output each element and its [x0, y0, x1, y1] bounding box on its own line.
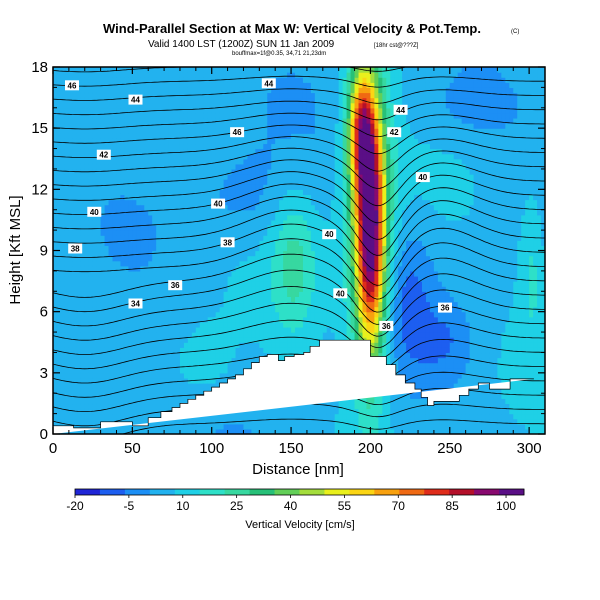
- x-tick-label: 50: [124, 440, 141, 457]
- x-tick-label: 300: [517, 440, 542, 457]
- contour-label-bg: [393, 104, 408, 115]
- x-tick-label: 100: [199, 440, 224, 457]
- colorbar-swatch: [224, 489, 251, 495]
- colorbar-swatch: [449, 489, 475, 495]
- contour-label: 40: [214, 200, 223, 209]
- contour-label: 34: [131, 300, 140, 309]
- contour-label: 44: [396, 106, 405, 115]
- contour-label-bg: [96, 149, 111, 160]
- contour-label: 46: [233, 128, 242, 137]
- contour-label: 44: [264, 79, 273, 88]
- colorbar-swatch: [174, 489, 201, 495]
- contour-label: 36: [382, 322, 391, 331]
- y-tick-label: 0: [40, 426, 48, 443]
- colorbar-swatch: [499, 489, 525, 495]
- contour-label: 40: [418, 173, 427, 182]
- chart-subtitle-note: [18hr cst@???Z]: [374, 43, 419, 49]
- colorbar-tick-label: 25: [230, 499, 244, 513]
- colorbar-swatch: [299, 489, 325, 495]
- contour-label: 38: [71, 245, 80, 254]
- x-tick-label: 200: [358, 440, 383, 457]
- colorbar-swatch: [75, 489, 101, 495]
- contour-label-bg: [168, 280, 183, 291]
- colorbar-tick-label: 10: [176, 499, 190, 513]
- colorbar-frame: [74, 488, 525, 496]
- contour-label-bg: [261, 78, 276, 89]
- contour-label-bg: [379, 320, 394, 331]
- y-tick-label: 6: [40, 304, 48, 321]
- colorbar-tick-label: -5: [124, 499, 135, 513]
- colorbar-swatch: [399, 489, 425, 495]
- colorbar-swatch: [324, 489, 350, 495]
- colorbar-swatch: [374, 489, 400, 495]
- y-tick-label: 3: [40, 365, 48, 382]
- chart-subtitle: Valid 1400 LST (1200Z) SUN 11 Jan 2009: [148, 39, 335, 50]
- colorbar-swatch: [349, 489, 375, 495]
- colorbar-swatch: [124, 489, 151, 495]
- colorbar-swatch: [149, 489, 176, 495]
- contour-label: 42: [99, 151, 108, 160]
- colorbar-swatch: [474, 489, 500, 495]
- contour-label: 46: [68, 81, 77, 90]
- y-tick-label: 9: [40, 243, 48, 260]
- colorbar-tick-label: 100: [496, 499, 516, 513]
- colorbar-swatch: [249, 489, 275, 495]
- contour-label-bg: [211, 198, 226, 209]
- contour-label-bg: [68, 243, 83, 254]
- x-tick-label: 0: [49, 440, 57, 457]
- colorbar-tick-label: 55: [338, 499, 352, 513]
- contour-label-bg: [128, 298, 143, 309]
- colorbar-swatch: [424, 489, 450, 495]
- contour-label: 44: [131, 96, 140, 105]
- contour-label: 38: [223, 238, 232, 247]
- x-tick-label: 250: [437, 440, 462, 457]
- chart-title-mark: (C): [511, 29, 519, 35]
- contour-label-bg: [65, 80, 79, 91]
- x-axis: 0 50 100 150 200 250 300: [49, 67, 542, 457]
- contour-label-bg: [128, 94, 143, 105]
- contour-label: 36: [171, 281, 180, 290]
- colorbar-tick-label: -20: [66, 499, 84, 513]
- contour-label: 40: [90, 208, 99, 217]
- x-axis-label: Distance [nm]: [252, 461, 344, 478]
- colorbar-tick-label: 40: [284, 499, 298, 513]
- contour-label-bg: [322, 229, 337, 240]
- terrain-mask: [52, 339, 534, 434]
- colorbar-label: Vertical Velocity [cm/s]: [245, 519, 354, 531]
- potential-temperature-contours: [53, 67, 545, 434]
- contour-label-bg: [387, 127, 402, 138]
- contour-label: 40: [325, 230, 334, 239]
- colorbar-swatch: [99, 489, 126, 495]
- colorbar-tick-label: 70: [392, 499, 406, 513]
- colorbar: -20 -5 10 25 40 55 70 85 100: [66, 488, 525, 513]
- contour-label: 40: [336, 289, 345, 298]
- contour-label-bg: [415, 172, 430, 183]
- contour-label: 36: [441, 304, 450, 313]
- contour-label-bg: [333, 288, 348, 299]
- colorbar-swatch: [199, 489, 226, 495]
- colorbar-tick-label: 85: [445, 499, 459, 513]
- y-tick-label: 12: [31, 181, 48, 198]
- contour-labels: 46 44 44 46 42 40 40 38 38 36 34 40 40 44 42 40 36 36: [65, 78, 452, 331]
- contour-label: 42: [390, 128, 399, 137]
- x-tick-label: 150: [279, 440, 304, 457]
- colorbar-swatch: [274, 489, 300, 495]
- contour-label-bg: [87, 206, 102, 217]
- y-axis-label: Height [Kft MSL]: [7, 195, 24, 304]
- contour-label-bg: [438, 302, 452, 313]
- contour-label-bg: [220, 237, 235, 248]
- contour-label-bg: [230, 127, 245, 138]
- chart-title: Wind-Parallel Section at Max W: Vertical…: [103, 21, 481, 36]
- y-tick-label: 15: [31, 120, 48, 137]
- y-tick-label: 18: [31, 59, 48, 76]
- chart-subsubtitle: bouffmax=1f@0.35, 34,71 21,23dm: [232, 51, 326, 57]
